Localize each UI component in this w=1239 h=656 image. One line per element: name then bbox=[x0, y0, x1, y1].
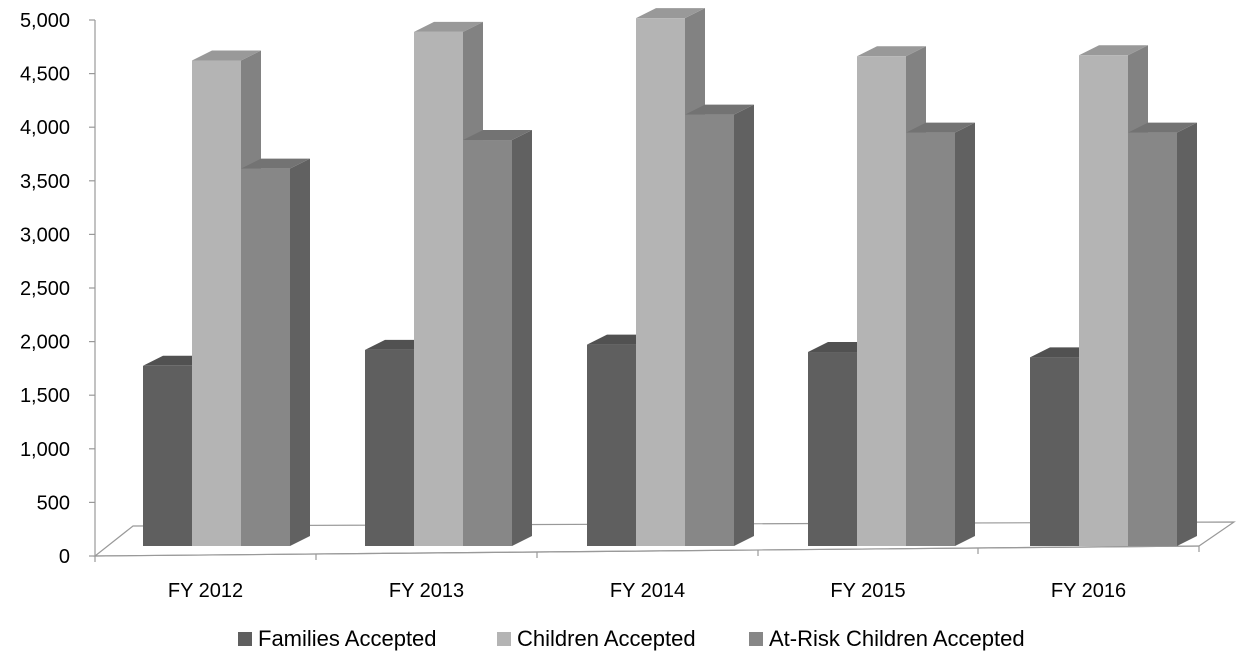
legend: Families Accepted Children Accepted At-Ris… bbox=[238, 626, 1025, 651]
bar-top-face bbox=[1128, 122, 1197, 133]
y-tick-label: 1,000 bbox=[20, 439, 70, 461]
bar-top-face bbox=[685, 104, 754, 115]
legend-label: Children Accepted bbox=[517, 626, 696, 651]
bar-front-face bbox=[1128, 132, 1177, 546]
bar-top-face bbox=[906, 122, 975, 133]
legend-label: At-Risk Children Accepted bbox=[769, 626, 1025, 651]
y-tick-label: 3,500 bbox=[20, 171, 70, 193]
y-tick-label: 2,000 bbox=[20, 332, 70, 354]
y-tick-label: 3,000 bbox=[20, 224, 70, 246]
bar-front-face bbox=[241, 168, 290, 546]
y-axis: 0 500 1,000 1,500 2,000 2,500 3,000 3,500 4,000 4… bbox=[20, 10, 96, 568]
bar-top-face bbox=[1079, 45, 1148, 56]
bar bbox=[906, 122, 975, 546]
bar bbox=[685, 104, 754, 546]
bar-front-face bbox=[463, 140, 512, 546]
bar-top-face bbox=[192, 50, 261, 61]
bar-front-face bbox=[857, 56, 906, 546]
bar-side-face bbox=[1177, 122, 1197, 546]
bar-front-face bbox=[636, 18, 685, 547]
legend-swatch bbox=[238, 632, 252, 646]
bar-top-face bbox=[414, 21, 483, 32]
x-tick-label: FY 2012 bbox=[168, 580, 243, 602]
y-tick-label: 5,000 bbox=[20, 10, 70, 32]
bar-front-face bbox=[414, 31, 463, 546]
bar-side-face bbox=[734, 104, 754, 546]
legend-swatch bbox=[749, 632, 763, 646]
x-tick-label: FY 2013 bbox=[389, 580, 464, 602]
bar-front-face bbox=[1079, 55, 1128, 546]
y-tick-label: 4,000 bbox=[20, 117, 70, 139]
bar-side-face bbox=[955, 122, 975, 546]
bar bbox=[1128, 122, 1197, 546]
x-axis-line bbox=[94, 545, 1200, 557]
bar-front-face bbox=[143, 365, 192, 546]
bar-top-face bbox=[241, 158, 310, 169]
y-tick-label: 2,500 bbox=[20, 278, 70, 300]
legend-item: At-Risk Children Accepted bbox=[749, 626, 1025, 651]
bar-side-face bbox=[290, 158, 310, 546]
x-tick-label: FY 2014 bbox=[610, 580, 685, 602]
x-tick-label: FY 2015 bbox=[830, 580, 905, 602]
bar-front-face bbox=[587, 344, 636, 546]
bar bbox=[463, 130, 532, 546]
legend-label: Families Accepted bbox=[258, 626, 437, 651]
bar-front-face bbox=[906, 132, 955, 546]
bar-front-face bbox=[365, 349, 414, 546]
x-tick-label: FY 2016 bbox=[1051, 580, 1126, 602]
bar-top-face bbox=[857, 46, 926, 57]
bar-front-face bbox=[1030, 357, 1079, 546]
y-tick-label: 0 bbox=[59, 546, 70, 568]
bar bbox=[241, 158, 310, 546]
y-tick-label: 1,500 bbox=[20, 385, 70, 407]
bar-front-face bbox=[192, 60, 241, 547]
bar-side-face bbox=[512, 130, 532, 546]
bar-front-face bbox=[685, 114, 734, 546]
bar-top-face bbox=[463, 130, 532, 141]
bar-front-face bbox=[808, 352, 857, 546]
legend-item: Families Accepted bbox=[238, 626, 437, 651]
bars bbox=[143, 8, 1197, 547]
bar-top-face bbox=[636, 8, 705, 19]
legend-item: Children Accepted bbox=[497, 626, 696, 651]
x-axis: FY 2012 FY 2013 FY 2014 FY 2015 FY 2016 bbox=[94, 545, 1200, 602]
y-tick-label: 4,500 bbox=[20, 64, 70, 86]
legend-swatch bbox=[497, 632, 511, 646]
y-tick-label: 500 bbox=[37, 492, 70, 514]
